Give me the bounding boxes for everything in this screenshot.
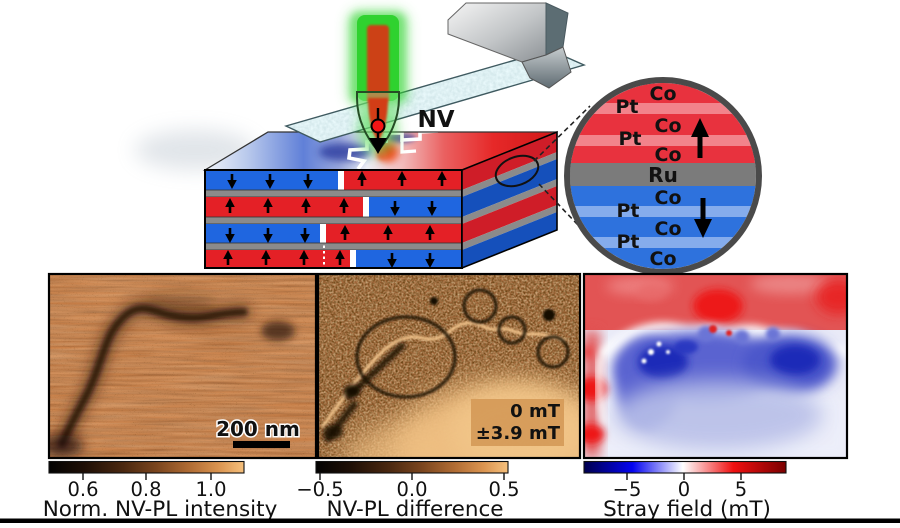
layer-label: Pt xyxy=(616,200,639,222)
colorbar-tick-label: 1.0 xyxy=(195,478,226,501)
colorbar xyxy=(315,460,509,474)
colorbar-axis-label: Norm. NV-PL intensity xyxy=(43,497,278,522)
colorbar-ticks xyxy=(319,473,505,480)
panel-border xyxy=(582,272,849,460)
panel-border xyxy=(316,272,582,460)
colorbar-tick-label: 0 xyxy=(678,478,690,501)
nv-label: NV xyxy=(417,107,454,133)
scale-bar xyxy=(233,441,290,448)
probe-holder xyxy=(447,2,572,89)
panel-border xyxy=(47,272,318,460)
colorbar-ticks xyxy=(626,473,742,480)
layer-label: Co xyxy=(655,144,682,166)
colorbar-tick-label: −5 xyxy=(613,478,642,501)
panel-nv-pl-intensity: 200 nm 0.6 0.8 1.0 Norm. NV-PL intensity xyxy=(43,272,318,522)
inset-ring xyxy=(564,77,762,275)
panel-nv-pl-difference: 0 mT ±3.9 mT −0.5 0.0 0.5 NV-PL differen… xyxy=(296,272,582,522)
bubble-outline xyxy=(462,288,498,324)
colorbar xyxy=(48,460,245,474)
colorbar-tick-label: 0.8 xyxy=(130,478,161,501)
colorbar xyxy=(583,460,787,474)
figure-bottom-rule xyxy=(0,518,900,523)
layer-label: Co xyxy=(655,187,682,209)
bubble-outline xyxy=(355,315,457,399)
colorbar-tick-label: 0.5 xyxy=(488,478,519,501)
colorbar-tick-label: 5 xyxy=(735,478,747,501)
layer-label: Pt xyxy=(616,231,639,253)
nv-pl-difference-image: 0 mT ±3.9 mT xyxy=(318,274,580,458)
colorbar-nv-pl-intensity: 0.6 0.8 1.0 Norm. NV-PL intensity xyxy=(43,460,278,522)
nv-pl-intensity-image: 200 nm xyxy=(49,274,316,458)
field-annotation-box: 0 mT ±3.9 mT xyxy=(471,399,564,446)
field-annotation-line2: ±3.9 mT xyxy=(476,423,561,444)
scale-bar-label: 200 nm xyxy=(216,417,300,441)
field-annotation-line1: 0 mT xyxy=(510,401,561,422)
bubble-outline xyxy=(536,335,570,369)
layer-label: Ru xyxy=(648,163,678,187)
layer-label: Co xyxy=(655,218,682,240)
sample-side-face xyxy=(461,130,558,270)
colorbar-stray-field: −5 0 5 Stray field (mT) xyxy=(583,460,787,522)
layer-label: Co xyxy=(655,115,682,137)
colorbar-axis-label: NV-PL difference xyxy=(327,497,504,522)
stray-field-image xyxy=(584,274,847,458)
layer-label: Co xyxy=(650,248,677,270)
inset-callout-circle xyxy=(494,154,540,188)
laser-beam xyxy=(346,8,410,156)
setup-schematic: Co Pt Co Pt Co Ru Co Pt Co Pt Co xyxy=(135,2,762,275)
inset-stack xyxy=(570,83,756,269)
colorbar-tick-label: 0.0 xyxy=(396,478,427,501)
multilayer-inset: Co Pt Co Pt Co Ru Co Pt Co Pt Co xyxy=(564,77,762,275)
sample-front-face xyxy=(204,169,463,270)
bubble-outline xyxy=(497,315,527,345)
colorbar-tick-label: 0.6 xyxy=(67,478,98,501)
inset-layer-labels: Co Pt Co Pt Co Ru Co Pt Co Pt Co xyxy=(615,83,681,270)
colorbar-ticks xyxy=(82,473,212,480)
colorbar-axis-label: Stray field (mT) xyxy=(603,497,771,522)
nv-spin-marker xyxy=(369,108,387,154)
panel-stray-field: −5 0 5 Stray field (mT) xyxy=(582,272,849,522)
layer-label: Co xyxy=(650,83,677,105)
colorbar-nv-pl-difference: −0.5 0.0 0.5 NV-PL difference xyxy=(296,460,520,522)
layer-label: Pt xyxy=(615,96,638,118)
colorbar-tick-label: −0.5 xyxy=(296,478,343,501)
layer-label: Pt xyxy=(618,128,641,150)
